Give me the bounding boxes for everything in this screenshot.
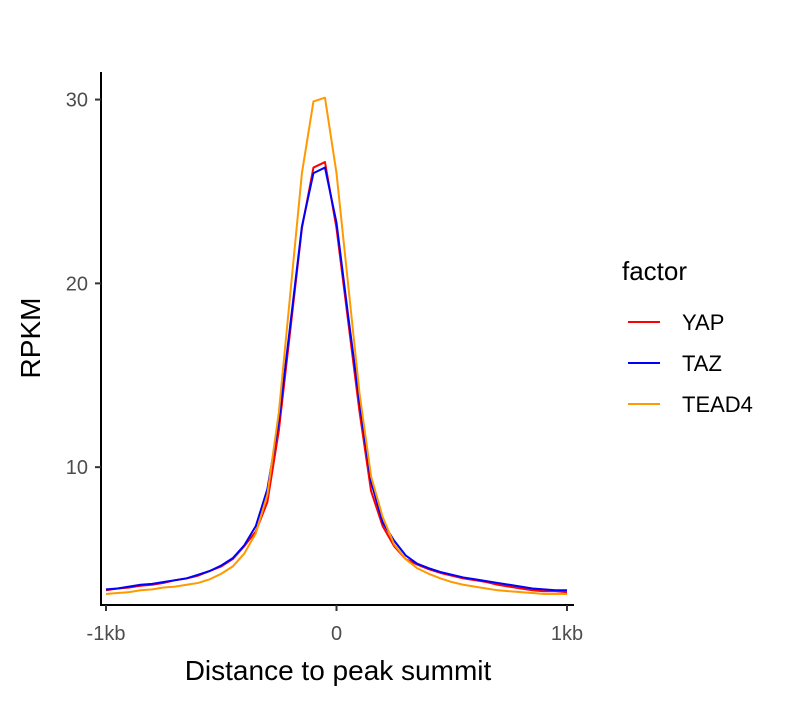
legend-label-yap: YAP	[682, 310, 724, 335]
legend-items: YAP TAZ TEAD4	[628, 310, 753, 417]
legend-label-taz: TAZ	[682, 351, 722, 376]
series-line-taz	[105, 166, 567, 592]
y-axis-title: RPKM	[15, 298, 46, 379]
x-axis-ticks: -1kb 0 1kb	[87, 605, 583, 645]
legend: factor YAP TAZ TEAD4	[622, 256, 753, 417]
plot-lines	[105, 96, 568, 595]
legend-label-tead4: TEAD4	[682, 392, 753, 417]
x-tick-label: -1kb	[87, 623, 126, 645]
y-tick-label: 10	[66, 457, 88, 479]
x-axis-title: Distance to peak summit	[185, 655, 492, 686]
legend-title: factor	[622, 256, 687, 286]
y-axis-ticks: 10 20 30	[66, 90, 101, 479]
x-tick-label: 0	[331, 623, 342, 645]
x-tick-label: 1kb	[551, 623, 583, 645]
y-tick-label: 30	[66, 90, 88, 112]
series-line-tead4	[105, 96, 567, 595]
y-tick-label: 20	[66, 273, 88, 295]
